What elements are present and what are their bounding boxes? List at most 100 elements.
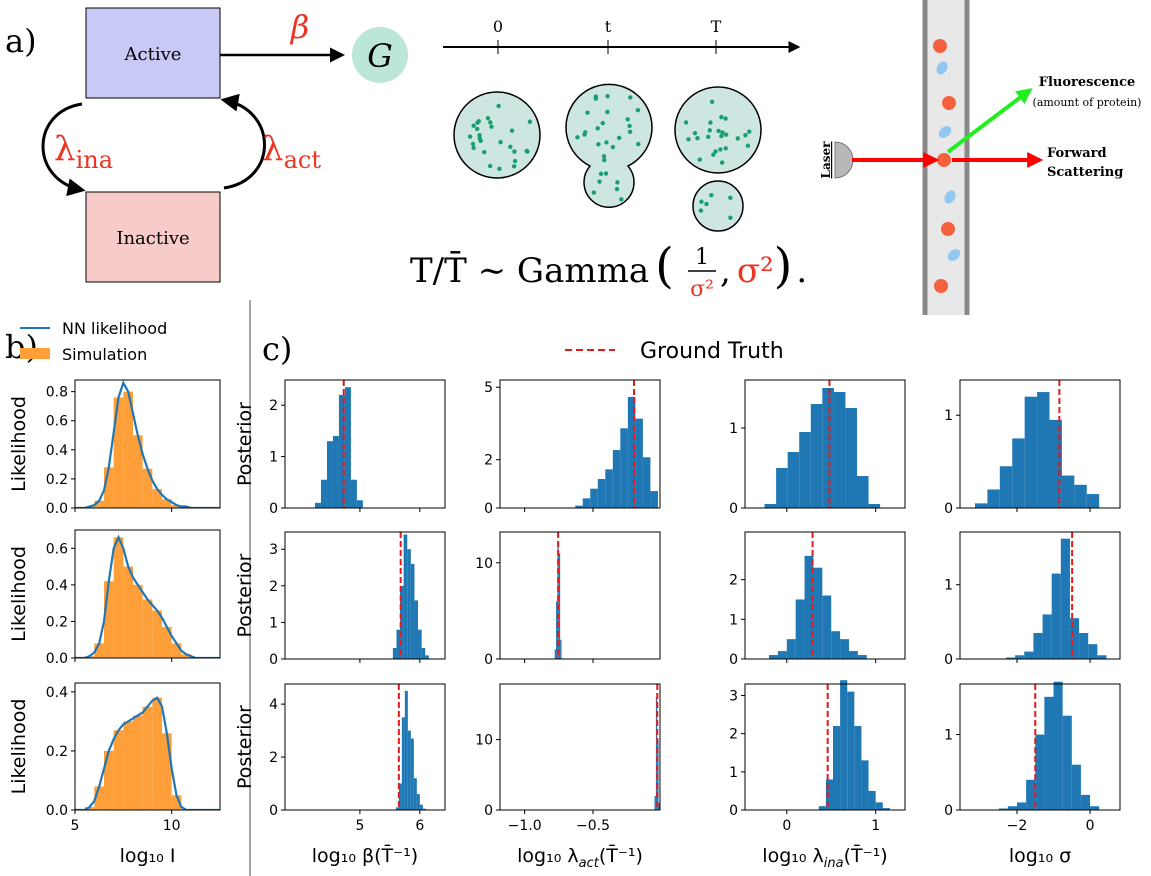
y-tick-label: 1: [729, 612, 738, 628]
cells-blue: [936, 61, 961, 261]
bar: [845, 408, 857, 508]
bar: [1042, 614, 1052, 659]
forward-label: Forward: [1047, 146, 1107, 161]
bar: [133, 435, 143, 508]
dot: [697, 157, 703, 162]
y-tick-label: 0.8: [46, 385, 68, 401]
y-tick-label: 0.6: [46, 541, 68, 557]
y-tick-label: 1: [729, 765, 738, 781]
dot: [723, 146, 728, 151]
axes-frame: [744, 531, 906, 660]
x-tick-label: 0: [782, 818, 791, 834]
bar: [654, 795, 656, 810]
y-tick-label: 10: [475, 733, 493, 749]
bar: [421, 648, 426, 659]
bar: [396, 629, 401, 659]
x-axis-label: log₁₀ I: [120, 845, 176, 867]
y-tick-label: 3: [269, 542, 278, 558]
y-tick-label: 0: [944, 501, 953, 517]
bar: [1069, 618, 1080, 659]
fluorescence-beam: [946, 88, 1033, 154]
y-tick-label: 2: [269, 750, 278, 766]
dot: [719, 160, 725, 165]
y-tick-label: 1: [944, 408, 953, 424]
bar: [575, 505, 583, 508]
y-tick-label: 3: [729, 688, 738, 704]
dot: [593, 94, 599, 99]
particle: [938, 126, 952, 138]
dot: [512, 158, 518, 164]
timeline-label: 0: [493, 17, 503, 36]
dot: [600, 120, 605, 126]
bar: [822, 388, 834, 508]
x-axis-label: log₁₀ λact(T̄⁻¹): [517, 843, 643, 871]
bar: [416, 794, 420, 810]
legend-label: Simulation: [62, 345, 147, 364]
bar: [422, 808, 426, 810]
y-tick-label: 1: [729, 421, 738, 437]
panel-label: b): [5, 328, 38, 366]
formula-sep: ,: [720, 251, 731, 291]
dot: [585, 110, 590, 115]
x-axis-label-main: log₁₀ β(T̄⁻¹): [312, 843, 418, 867]
dot: [497, 166, 502, 171]
axes-frame: [284, 683, 446, 811]
dot: [718, 147, 723, 152]
formula-den: σ²: [690, 277, 714, 302]
dot: [575, 135, 580, 140]
y-axis-label: Posterior: [234, 705, 256, 789]
dot: [711, 152, 716, 157]
bar: [642, 457, 651, 508]
y-tick-label: 0: [484, 501, 493, 517]
x-tick-label: 5: [355, 818, 364, 834]
dot: [467, 134, 473, 139]
inactive-label: Inactive: [116, 228, 189, 249]
x-tick-label: −1.0: [508, 818, 542, 834]
bar: [840, 639, 849, 659]
dot: [695, 136, 700, 141]
bar: [425, 655, 429, 659]
bar: [407, 549, 411, 659]
dot: [471, 123, 476, 128]
particle: [933, 39, 947, 53]
x-tick-label: −0.5: [576, 818, 610, 834]
dot: [704, 201, 709, 207]
x-axis-label-main: log₁₀ λ: [762, 845, 823, 867]
bar: [123, 721, 133, 810]
gene-node: [352, 27, 408, 83]
rate-ina-sub: ina: [76, 146, 113, 174]
bar: [104, 750, 114, 810]
x-axis-label: log₁₀ λina(T̄⁻¹): [762, 843, 887, 871]
dot: [512, 149, 517, 154]
fluorescence-note: (amount of protein): [1033, 96, 1142, 109]
y-tick-label: 0: [484, 652, 493, 668]
y-tick-label: 1: [944, 728, 953, 744]
bar: [1074, 484, 1087, 508]
y-tick-label: 1: [944, 578, 953, 594]
dot: [723, 132, 729, 137]
dot: [511, 164, 517, 169]
dot: [477, 136, 483, 141]
bar: [350, 479, 357, 508]
y-tick-label: 0.0: [46, 501, 68, 517]
bar: [799, 432, 811, 508]
formula-lhs: T/T̄ ∼ Gamma: [410, 250, 649, 291]
particle: [936, 61, 948, 75]
bar: [655, 697, 658, 810]
x-axis-label-main: log₁₀ σ: [1009, 845, 1071, 867]
dot: [488, 120, 493, 125]
bar: [620, 428, 628, 508]
particle: [944, 190, 956, 204]
y-tick-label: 0: [729, 652, 738, 668]
cells-red: [933, 39, 956, 293]
bar: [868, 504, 881, 508]
scattering-label: Scattering: [1047, 165, 1123, 180]
dot: [709, 192, 714, 198]
bar: [1097, 655, 1107, 659]
bar: [847, 691, 855, 810]
axes-frame: [959, 683, 1121, 811]
axes-frame: [744, 379, 906, 509]
bar: [418, 629, 422, 659]
dot: [720, 130, 725, 135]
